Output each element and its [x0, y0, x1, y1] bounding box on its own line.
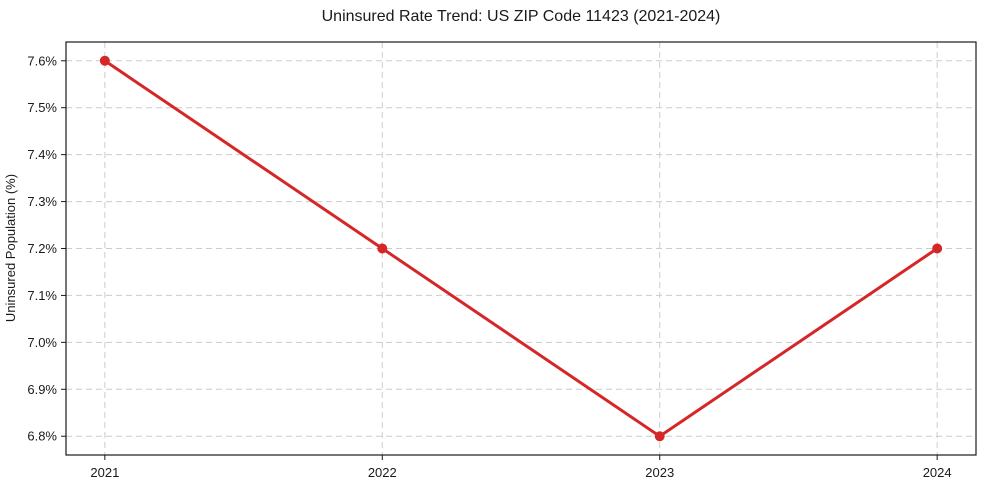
y-tick-label: 7.6% — [27, 53, 57, 68]
y-tick-label: 7.2% — [27, 241, 57, 256]
data-point-marker — [932, 243, 943, 254]
series-layer — [99, 55, 943, 442]
data-point-marker — [377, 243, 388, 254]
x-tick-label: 2023 — [645, 465, 674, 480]
x-tick-label: 2024 — [923, 465, 952, 480]
y-tick-label: 7.5% — [27, 100, 57, 115]
y-tick-label: 6.8% — [27, 429, 57, 444]
y-tick-label: 7.1% — [27, 288, 57, 303]
grid-layer — [66, 42, 976, 455]
trend-line — [103, 59, 939, 438]
chart-title: Uninsured Rate Trend: US ZIP Code 11423 … — [322, 8, 721, 25]
y-tick-label: 7.0% — [27, 335, 57, 350]
tick-layer: 2021 2022 2023 2024 6.8% 6.9% 7.0% 7.1% 7.2% 7.3%… — [27, 53, 951, 480]
x-tick-label: 2021 — [90, 465, 119, 480]
y-tick-label: 7.3% — [27, 194, 57, 209]
y-tick-label: 7.4% — [27, 147, 57, 162]
data-point-marker — [654, 431, 665, 442]
data-point-marker — [99, 55, 110, 66]
y-tick-label: 6.9% — [27, 382, 57, 397]
y-axis-label: Uninsured Population (%) — [3, 174, 18, 322]
x-tick-label: 2022 — [368, 465, 397, 480]
